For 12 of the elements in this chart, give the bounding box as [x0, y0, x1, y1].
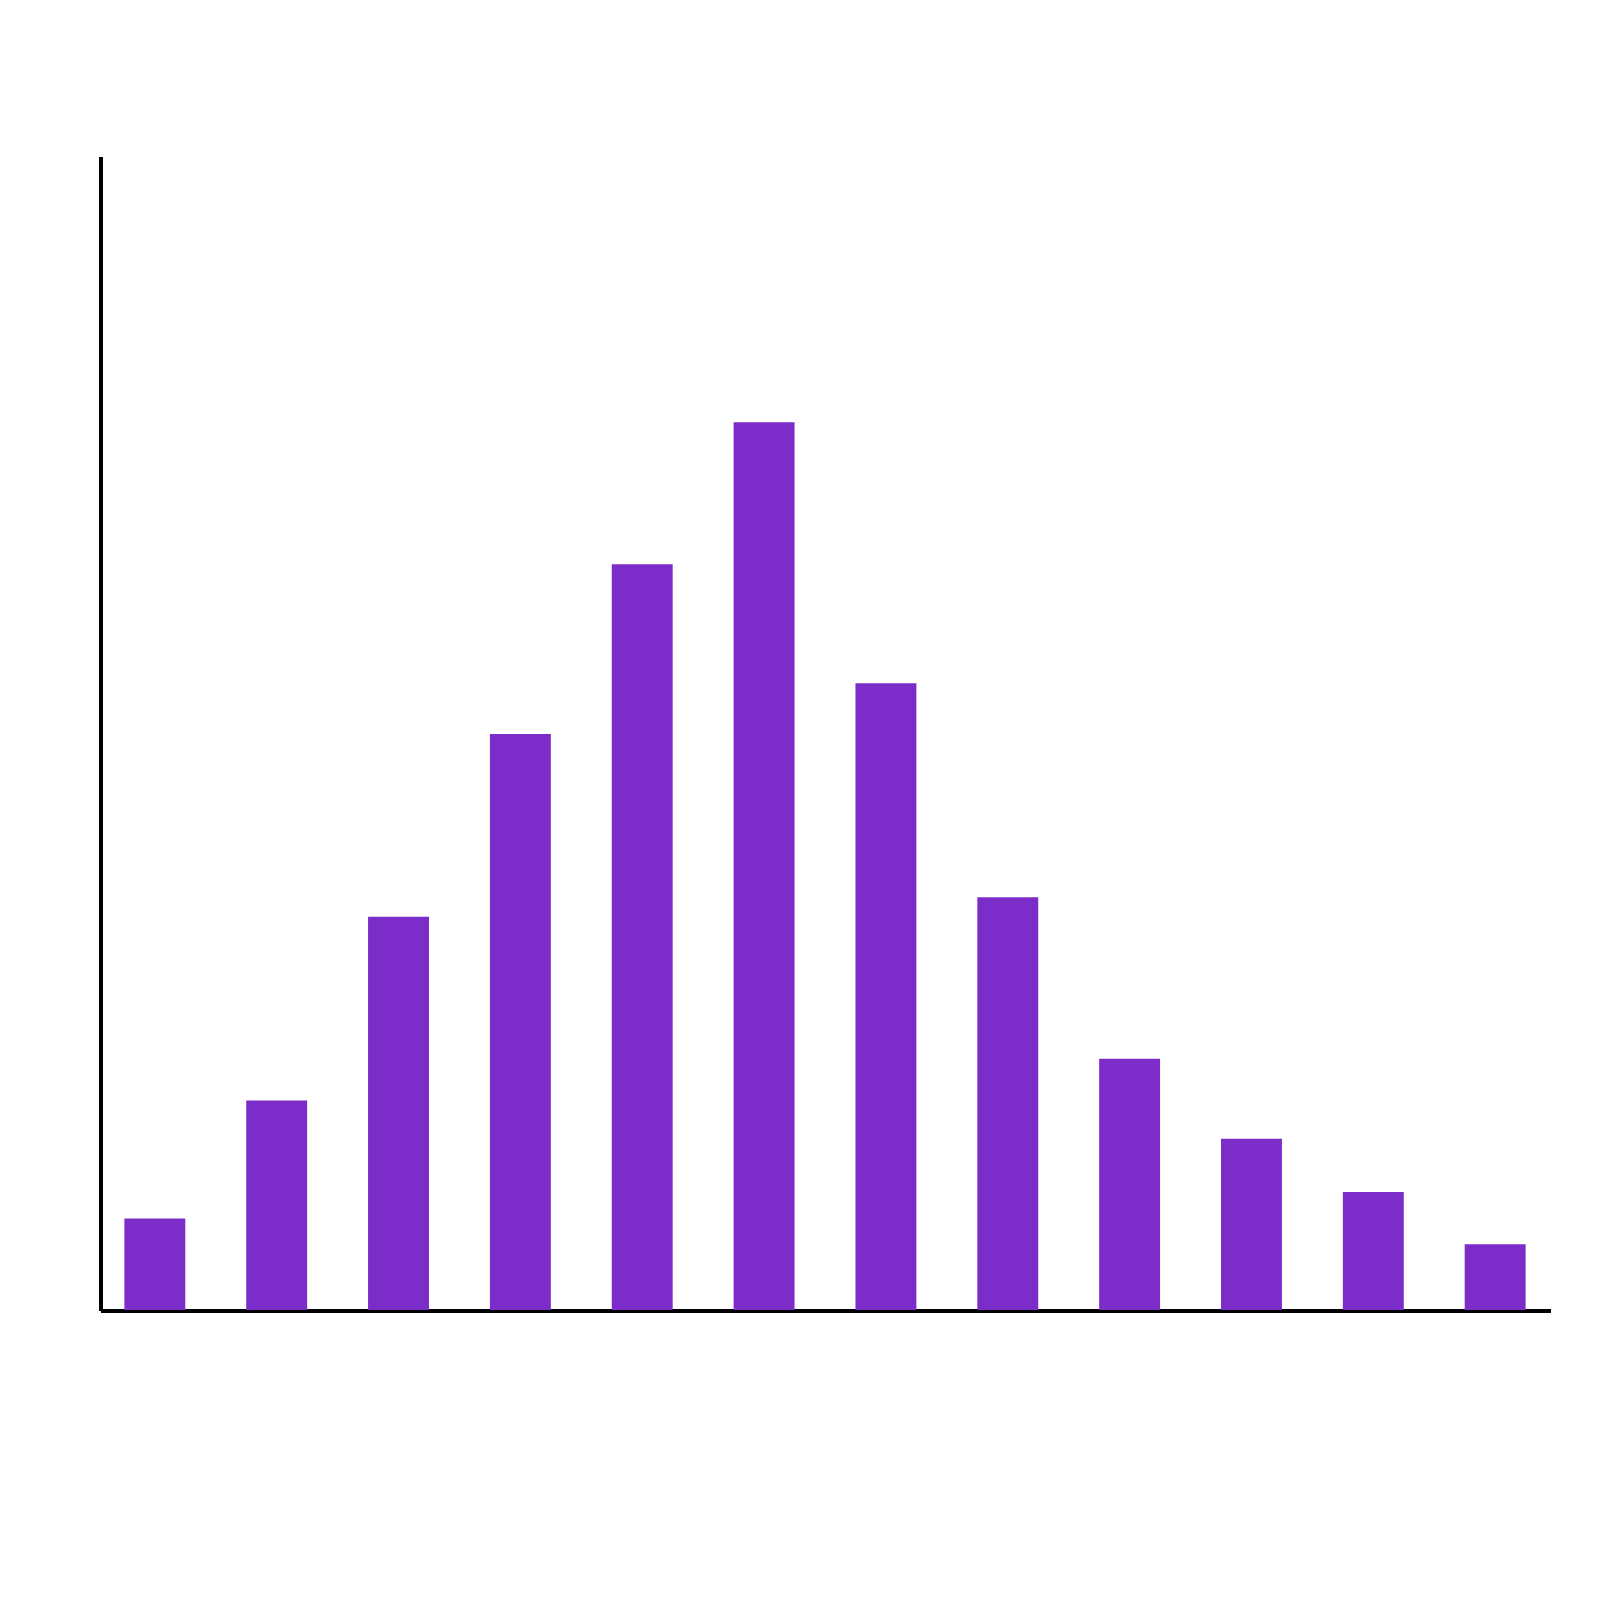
- bar: [1221, 1138, 1282, 1310]
- bar: [124, 1218, 186, 1310]
- bar: [246, 1100, 308, 1310]
- bar: [368, 916, 429, 1310]
- bar: [733, 422, 795, 1310]
- bar: [489, 733, 551, 1310]
- bar: [977, 897, 1039, 1310]
- bar: [1099, 1058, 1161, 1310]
- bar: [611, 564, 673, 1310]
- bar: [855, 683, 917, 1310]
- bar: [1464, 1244, 1526, 1310]
- bar: [1342, 1191, 1404, 1310]
